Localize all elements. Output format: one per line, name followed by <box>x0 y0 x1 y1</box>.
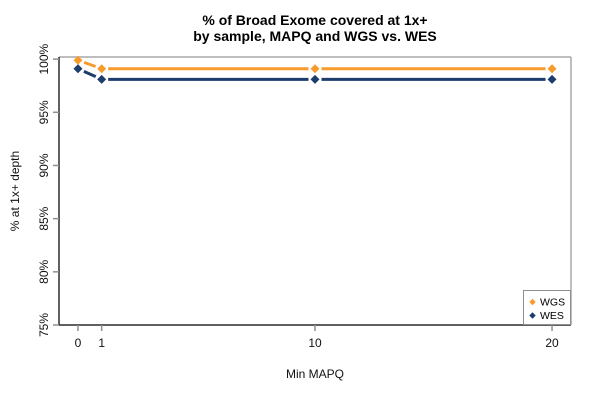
legend-label-WES: WES <box>540 310 564 322</box>
legend-label-WGS: WGS <box>540 297 565 309</box>
series-segment-WGS <box>83 60 97 68</box>
legend-marker-WES <box>529 312 536 319</box>
x-tick-label: 1 <box>98 336 105 350</box>
data-point-WES <box>73 64 83 74</box>
legend-box <box>523 290 571 325</box>
y-axis-title: % at 1x+ depth <box>8 150 22 232</box>
data-point-WES <box>310 74 320 84</box>
legend-marker-WGS <box>529 298 536 306</box>
y-tick-label: 90% <box>37 153 51 177</box>
data-point-WGS <box>310 64 320 74</box>
y-tick-label: 75% <box>37 313 51 337</box>
x-tick-label: 0 <box>75 336 82 350</box>
data-point-WES <box>97 74 107 84</box>
y-tick-label: 85% <box>37 206 51 230</box>
y-tick-label: 80% <box>37 259 51 283</box>
y-tick-label: 95% <box>37 100 51 124</box>
y-tick-label: 100% <box>37 43 51 74</box>
chart-title-line2: by sample, MAPQ and WGS vs. WES <box>193 28 437 44</box>
data-point-WES <box>547 74 557 84</box>
data-point-WGS <box>73 55 83 65</box>
data-point-WGS <box>97 64 107 74</box>
x-tick-label: 10 <box>308 336 322 350</box>
series-segment-WES <box>83 69 97 79</box>
chart-title-line1: % of Broad Exome covered at 1x+ <box>202 12 428 28</box>
x-axis-title: Min MAPQ <box>285 367 344 381</box>
x-tick-label: 20 <box>545 336 559 350</box>
data-point-WGS <box>547 64 557 74</box>
